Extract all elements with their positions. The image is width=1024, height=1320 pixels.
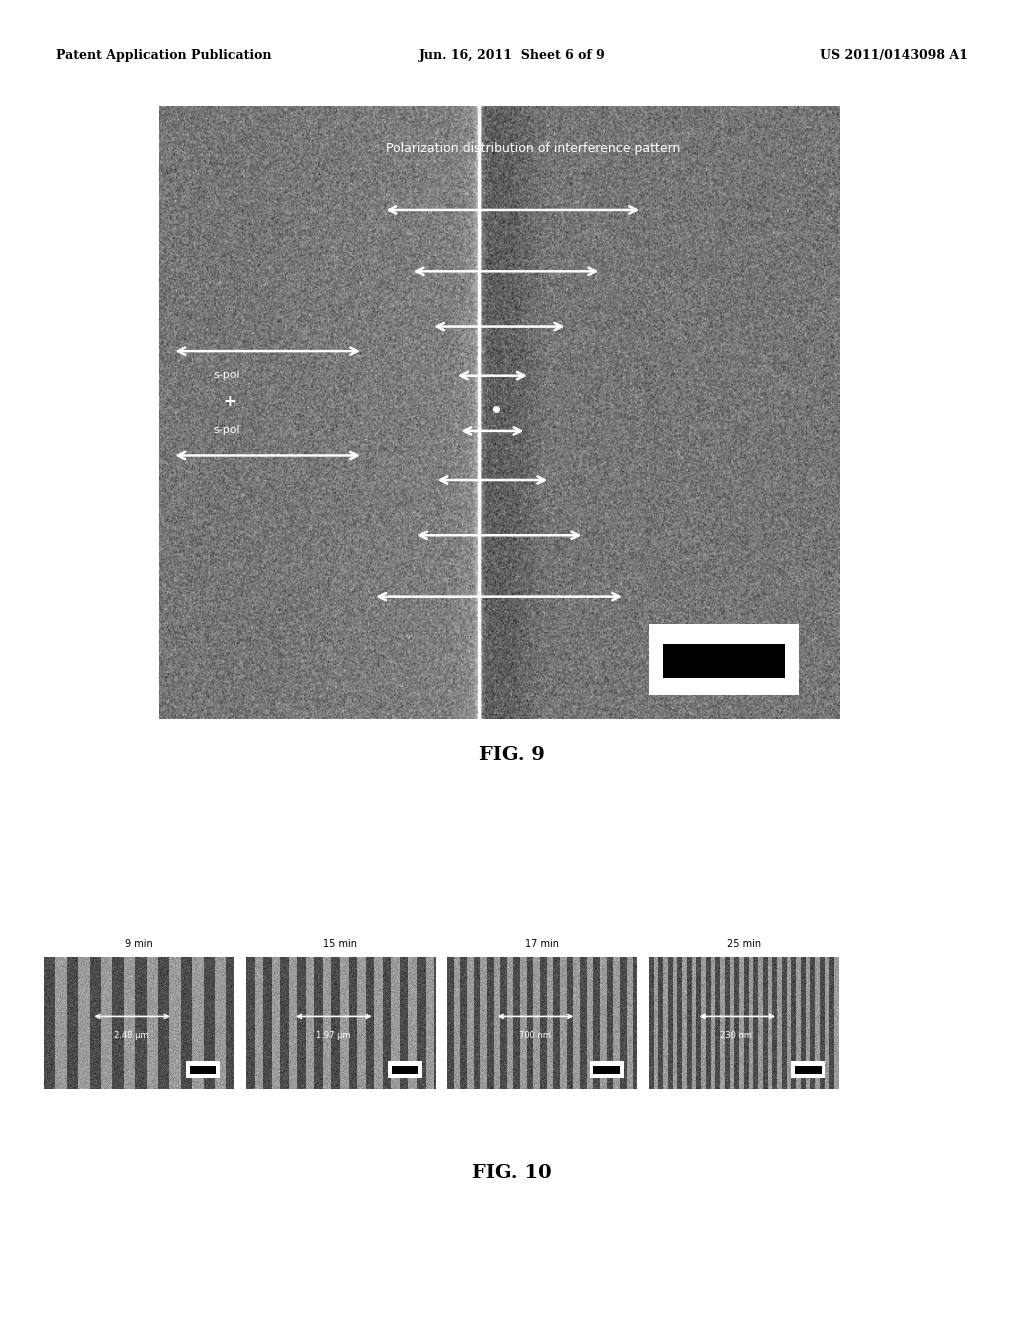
Bar — [792, 1061, 825, 1078]
Text: +: + — [224, 395, 237, 409]
Text: FIG. 9: FIG. 9 — [479, 746, 545, 764]
Text: 17 min: 17 min — [525, 939, 559, 949]
Text: 15 min: 15 min — [324, 939, 357, 949]
Bar — [663, 644, 785, 677]
Text: s-pol: s-pol — [213, 370, 241, 380]
Text: Patent Application Publication: Patent Application Publication — [56, 49, 271, 62]
Text: 1.97 μm: 1.97 μm — [315, 1031, 350, 1040]
Text: 25 min: 25 min — [727, 939, 761, 949]
Bar — [590, 1061, 624, 1078]
Text: 9 min: 9 min — [125, 939, 153, 949]
Bar — [593, 1067, 620, 1074]
Text: s-pol: s-pol — [213, 425, 241, 434]
Bar — [388, 1061, 422, 1078]
Bar — [186, 1061, 220, 1078]
Bar — [391, 1067, 418, 1074]
Text: FIG. 10: FIG. 10 — [472, 1164, 552, 1183]
Text: Jun. 16, 2011  Sheet 6 of 9: Jun. 16, 2011 Sheet 6 of 9 — [419, 49, 605, 62]
Bar — [795, 1067, 821, 1074]
Text: Polarization distribution of interference pattern: Polarization distribution of interferenc… — [386, 143, 680, 156]
Text: 2.48 μm: 2.48 μm — [114, 1031, 148, 1040]
Text: 230 nm: 230 nm — [720, 1031, 753, 1040]
Text: 700 nm: 700 nm — [518, 1031, 551, 1040]
Bar — [649, 624, 799, 694]
Bar — [189, 1067, 216, 1074]
Text: US 2011/0143098 A1: US 2011/0143098 A1 — [820, 49, 968, 62]
